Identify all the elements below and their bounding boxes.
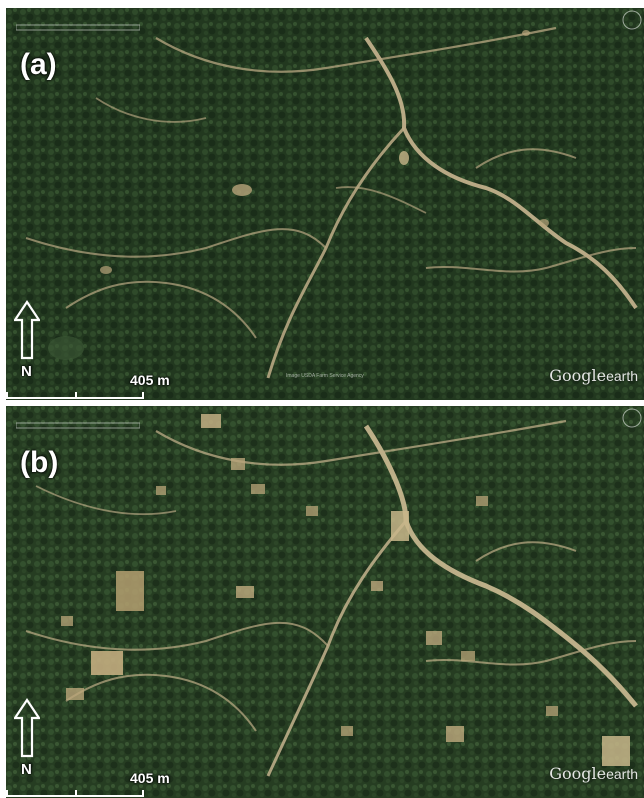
scale-label: 405 m [130, 372, 170, 388]
compass-icon[interactable] [620, 8, 644, 32]
satellite-panel-b: (b) N 405 m Googleearth [6, 406, 644, 798]
satellite-panel-a: (a) N 405 m Image USDA Farm Service Agen… [6, 8, 644, 400]
google-earth-watermark: Googleearth [549, 764, 638, 783]
scale-bar [6, 392, 144, 399]
north-arrow-icon [14, 698, 40, 758]
watermark-brand: Google [549, 764, 607, 783]
compass-icon[interactable] [620, 406, 644, 430]
satellite-terrain [6, 406, 644, 798]
watermark-product: earth [606, 766, 638, 782]
map-scale-indicator [16, 422, 140, 429]
imagery-credit: Image USDA Farm Service Agency [286, 373, 364, 379]
panel-label: (a) [20, 48, 57, 81]
map-scale-indicator [16, 24, 140, 31]
north-arrow-icon [14, 300, 40, 360]
watermark-brand: Google [549, 366, 607, 385]
panel-label: (b) [20, 446, 59, 479]
watermark-product: earth [606, 368, 638, 384]
north-label: N [21, 761, 32, 778]
google-earth-watermark: Googleearth [549, 366, 638, 385]
satellite-terrain [6, 8, 644, 400]
north-label: N [21, 363, 32, 380]
scale-label: 405 m [130, 770, 170, 786]
scale-bar [6, 790, 144, 797]
